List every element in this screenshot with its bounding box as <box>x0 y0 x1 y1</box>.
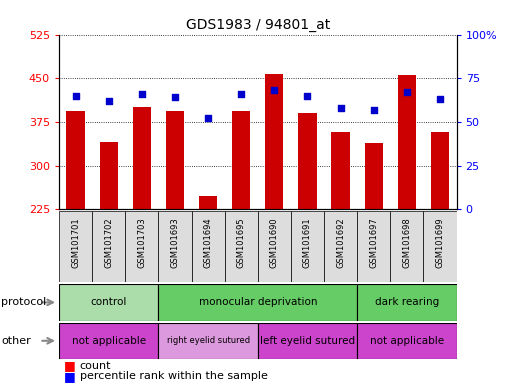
Bar <box>100 142 118 209</box>
Bar <box>133 108 151 209</box>
Text: GSM101702: GSM101702 <box>104 217 113 268</box>
Bar <box>299 113 317 209</box>
Point <box>105 98 113 104</box>
Bar <box>265 74 284 209</box>
Bar <box>159 211 191 282</box>
Bar <box>431 132 449 209</box>
Bar <box>67 111 85 209</box>
Bar <box>59 211 92 282</box>
Bar <box>365 144 383 209</box>
Point <box>403 89 411 95</box>
Text: GSM101701: GSM101701 <box>71 217 80 268</box>
Bar <box>357 211 390 282</box>
Bar <box>166 111 184 209</box>
Bar <box>92 211 125 282</box>
Text: GSM101693: GSM101693 <box>170 217 180 268</box>
Bar <box>159 284 357 321</box>
Text: left eyelid sutured: left eyelid sutured <box>260 336 355 346</box>
Text: control: control <box>90 297 127 308</box>
Point <box>370 107 378 113</box>
Bar <box>59 284 159 321</box>
Text: GSM101703: GSM101703 <box>137 217 146 268</box>
Text: ■: ■ <box>64 359 76 372</box>
Bar <box>291 211 324 282</box>
Bar <box>357 284 457 321</box>
Point <box>337 105 345 111</box>
Text: GSM101691: GSM101691 <box>303 217 312 268</box>
Text: count: count <box>80 361 111 371</box>
Text: GSM101694: GSM101694 <box>204 217 212 268</box>
Bar <box>258 211 291 282</box>
Text: not applicable: not applicable <box>370 336 444 346</box>
Text: GSM101699: GSM101699 <box>436 217 444 268</box>
Text: GSM101698: GSM101698 <box>402 217 411 268</box>
Bar <box>324 211 357 282</box>
Point <box>436 96 444 102</box>
Text: other: other <box>1 336 31 346</box>
Bar <box>258 323 357 359</box>
Text: GSM101695: GSM101695 <box>236 217 246 268</box>
Text: GSM101697: GSM101697 <box>369 217 378 268</box>
Bar <box>199 196 217 209</box>
Bar <box>232 111 250 209</box>
Text: protocol: protocol <box>1 297 46 308</box>
Bar <box>59 323 159 359</box>
Text: dark rearing: dark rearing <box>375 297 439 308</box>
Text: GSM101692: GSM101692 <box>336 217 345 268</box>
Text: not applicable: not applicable <box>72 336 146 346</box>
Title: GDS1983 / 94801_at: GDS1983 / 94801_at <box>186 18 330 32</box>
Bar <box>125 211 159 282</box>
Bar <box>331 132 350 209</box>
Bar <box>225 211 258 282</box>
Point <box>270 88 279 94</box>
Bar <box>398 75 416 209</box>
Point <box>237 91 245 97</box>
Bar <box>357 323 457 359</box>
Point <box>137 91 146 97</box>
Text: monocular deprivation: monocular deprivation <box>199 297 317 308</box>
Bar <box>423 211 457 282</box>
Point <box>303 93 311 99</box>
Point <box>71 93 80 99</box>
Text: GSM101690: GSM101690 <box>270 217 279 268</box>
Point <box>204 115 212 121</box>
Text: percentile rank within the sample: percentile rank within the sample <box>80 371 267 381</box>
Text: right eyelid sutured: right eyelid sutured <box>167 336 250 345</box>
Bar <box>390 211 423 282</box>
Point <box>171 94 179 101</box>
Text: ■: ■ <box>64 370 76 383</box>
Bar <box>159 323 258 359</box>
Bar <box>191 211 225 282</box>
